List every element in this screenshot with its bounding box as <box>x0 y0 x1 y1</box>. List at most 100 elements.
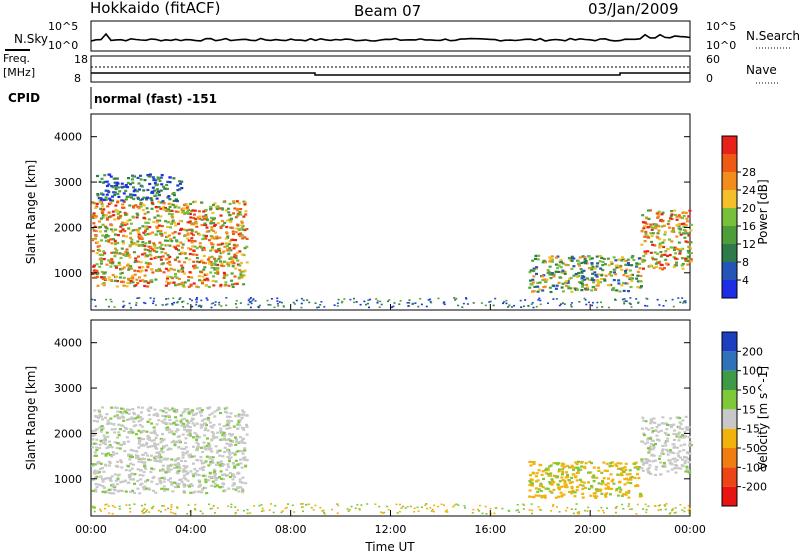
data-cell <box>225 304 228 307</box>
data-cell <box>142 444 146 447</box>
data-cell <box>688 232 691 235</box>
data-cell <box>231 285 235 288</box>
data-cell <box>92 265 96 268</box>
data-cell <box>262 509 265 512</box>
data-cell <box>650 228 654 231</box>
data-cell <box>196 443 200 446</box>
data-cell <box>164 471 168 474</box>
data-cell <box>243 441 247 445</box>
data-cell <box>657 215 661 218</box>
data-cell <box>206 258 210 261</box>
data-cell <box>204 237 208 240</box>
data-cell <box>613 271 616 274</box>
data-cell <box>129 267 133 270</box>
data-cell <box>240 253 244 256</box>
data-cell <box>534 494 538 497</box>
data-cell <box>173 231 177 234</box>
data-cell <box>135 433 138 436</box>
data-cell <box>302 510 304 513</box>
data-cell <box>155 188 159 191</box>
data-cell <box>618 486 622 489</box>
data-cell <box>159 247 163 250</box>
data-cell <box>647 437 651 440</box>
data-cell <box>630 256 634 259</box>
data-cell <box>673 457 677 460</box>
data-cell <box>531 301 534 304</box>
data-cell <box>102 250 106 253</box>
data-cell <box>135 304 138 306</box>
data-cell <box>185 430 189 433</box>
data-cell <box>683 443 686 446</box>
velocity-y-label: Slant Range [km] <box>24 366 38 470</box>
data-cell <box>531 495 535 498</box>
data-cell <box>122 305 125 308</box>
data-cell <box>537 488 541 491</box>
data-cell <box>91 446 95 449</box>
data-cell <box>355 301 358 303</box>
data-cell <box>557 462 561 465</box>
data-cell <box>210 226 214 229</box>
data-cell <box>600 274 604 277</box>
data-cell <box>170 483 174 486</box>
data-cell <box>175 463 179 466</box>
data-cell <box>642 508 645 510</box>
data-cell <box>531 482 534 485</box>
data-cell <box>192 462 195 465</box>
data-cell <box>654 429 658 432</box>
data-cell <box>235 251 239 254</box>
data-cell <box>219 283 223 286</box>
data-cell <box>145 261 149 264</box>
data-cell <box>600 506 603 509</box>
data-cell <box>284 507 287 510</box>
data-cell <box>146 233 150 236</box>
data-cell <box>102 284 106 287</box>
data-cell <box>228 453 232 456</box>
data-cell <box>577 262 581 265</box>
data-cell <box>576 511 579 514</box>
data-cell <box>137 231 141 234</box>
data-cell <box>160 487 164 490</box>
data-cell <box>215 451 219 454</box>
data-cell <box>117 261 121 264</box>
data-cell <box>220 431 224 434</box>
data-cell <box>223 473 226 476</box>
data-cell <box>670 210 674 213</box>
data-cell <box>188 431 192 434</box>
data-cell <box>651 460 655 463</box>
data-cell <box>603 511 606 514</box>
data-cell <box>662 239 666 242</box>
data-cell <box>234 239 238 242</box>
data-cell <box>98 443 102 446</box>
data-cell <box>522 508 525 510</box>
data-cell <box>677 241 681 244</box>
data-cell <box>225 209 228 212</box>
data-cell <box>192 282 196 285</box>
data-cell <box>205 219 209 222</box>
data-cell <box>162 271 166 274</box>
data-cell <box>637 477 641 480</box>
data-cell <box>656 232 660 235</box>
data-cell <box>185 206 189 209</box>
data-cell <box>603 263 607 266</box>
data-cell <box>169 276 173 279</box>
data-cell <box>628 302 631 304</box>
data-cell <box>100 452 104 455</box>
data-cell <box>115 184 119 187</box>
data-cell <box>214 263 218 266</box>
data-cell <box>570 464 574 467</box>
data-cell <box>266 299 269 302</box>
data-cell <box>536 490 540 493</box>
data-cell <box>622 274 626 277</box>
data-cell <box>651 226 655 230</box>
data-cell <box>529 478 533 481</box>
freq-tick-bottom: 8 <box>74 72 81 85</box>
data-cell <box>162 421 166 424</box>
data-cell <box>590 278 594 281</box>
data-cell <box>602 509 605 512</box>
data-cell <box>208 471 212 474</box>
data-cell <box>666 470 670 473</box>
data-cell <box>673 512 676 514</box>
data-cell <box>208 457 212 460</box>
data-cell <box>243 458 247 461</box>
data-cell <box>162 445 166 448</box>
